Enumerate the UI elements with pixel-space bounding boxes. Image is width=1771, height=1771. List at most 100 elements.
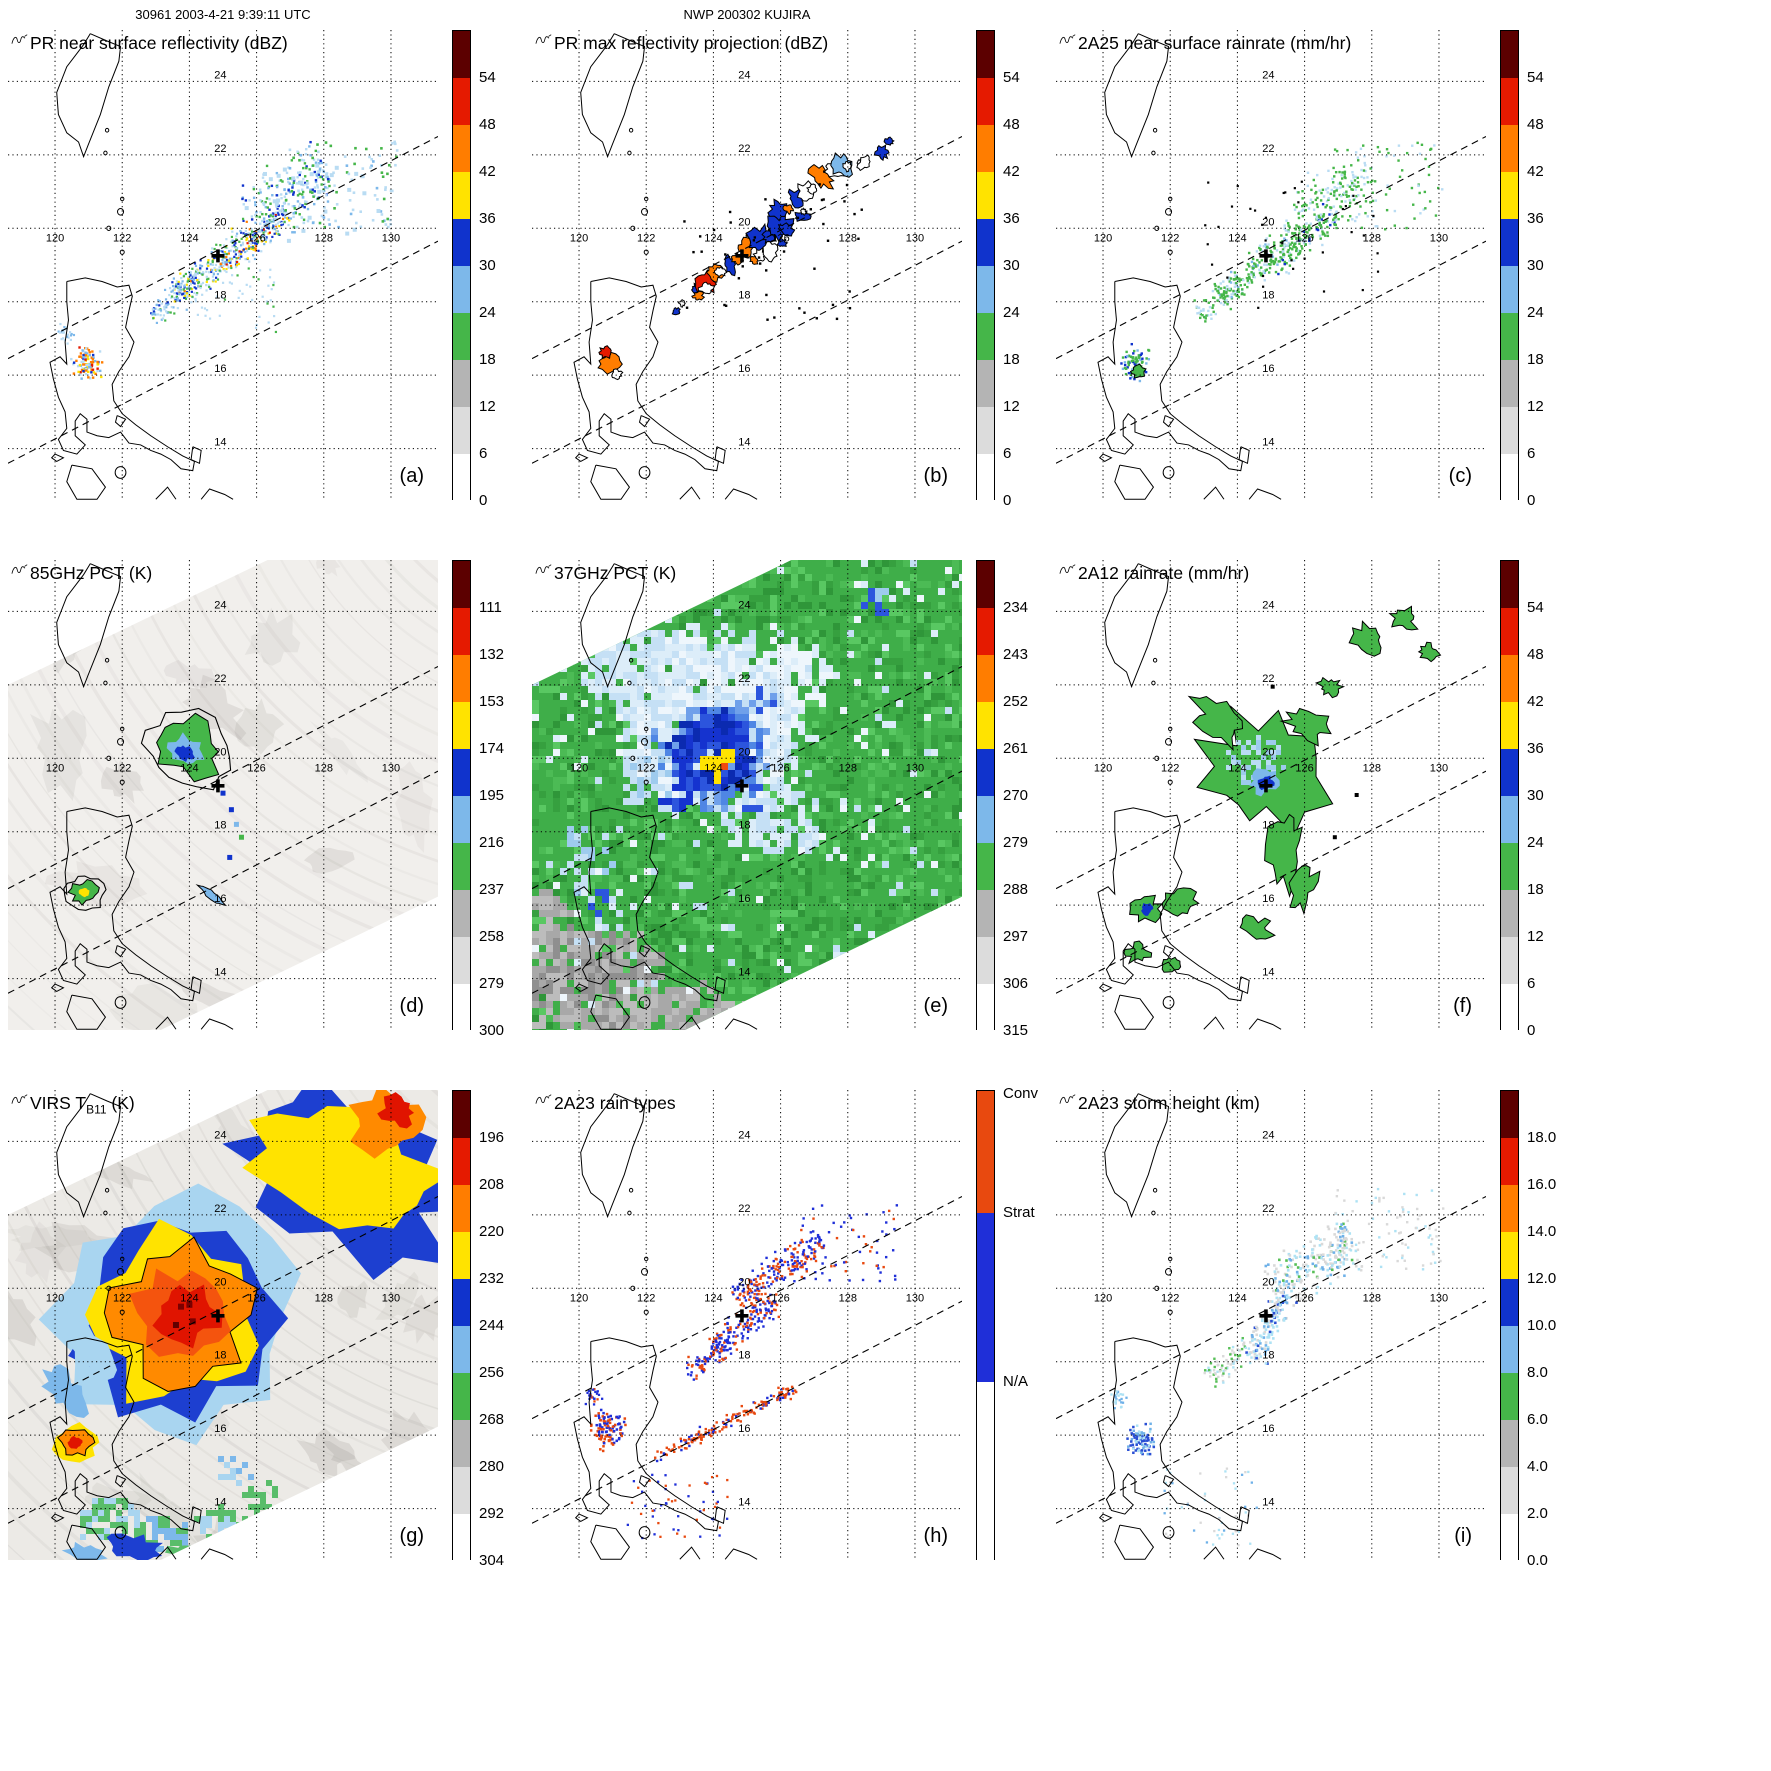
colorbar-segment (1501, 360, 1518, 407)
panel-letter: (f) (1453, 995, 1472, 1017)
colorbar-tick-label: 132 (479, 646, 505, 663)
colorbar-tick-label: 244 (479, 1317, 505, 1334)
colorbar-segment (453, 266, 470, 313)
colorbar-segment (1501, 1185, 1518, 1232)
colorbar-segment (453, 125, 470, 172)
map-area: PR near surface reflectivity (dBZ) (a) (8, 30, 438, 500)
colorbar-tick-label: 54 (1003, 69, 1020, 86)
map-canvas (1056, 560, 1486, 1030)
colorbar-segment-conv (977, 1091, 994, 1214)
colorbar-segment (453, 1185, 470, 1232)
colorbar-tick-label: 195 (479, 787, 505, 804)
colorbar-bar (976, 560, 995, 1031)
colorbar-segment (453, 749, 470, 796)
panel-corner-glyph (535, 563, 553, 578)
colorbar-segment (977, 172, 994, 219)
colorbar-segment (453, 655, 470, 702)
colorbar-tick-label: 300 (479, 1022, 505, 1039)
colorbar-segment (453, 454, 470, 501)
colorbar-tick-label: 279 (1003, 834, 1029, 851)
map-area: 2A25 near surface rainrate (mm/hr) (c) (1056, 30, 1486, 500)
colorbar-tick-label: 36 (479, 210, 496, 227)
colorbar-tick-label: 4.0 (1527, 1458, 1548, 1475)
colorbar-tick-label: 153 (479, 693, 505, 710)
colorbar-tick-label: 304 (479, 1552, 505, 1569)
colorbar-segment (977, 749, 994, 796)
colorbar-segment (1501, 407, 1518, 454)
colorbar-tick-label: 12.0 (1527, 1270, 1557, 1287)
panel-b: PR max reflectivity projection (dBZ) (b)… (532, 30, 1056, 510)
colorbar-tick-label: 0 (1527, 492, 1536, 509)
colorbar-segment (977, 561, 994, 608)
panel-letter: (e) (923, 995, 948, 1017)
colorbar: 18.0 16.0 14.0 12.0 10.0 8.0 6.0 4.0 2.0 0.0 (1500, 1090, 1580, 1568)
colorbar-tick-label: 6.0 (1527, 1411, 1548, 1428)
panel-letter: (h) (923, 1525, 948, 1547)
panel-title: PR max reflectivity projection (dBZ) (554, 33, 829, 53)
colorbar-segment (977, 454, 994, 501)
panel-letter: (d) (399, 995, 424, 1017)
colorbar-segment (1501, 561, 1518, 608)
colorbar-tick-label: 6 (479, 445, 488, 462)
map-area: PR max reflectivity projection (dBZ) (b) (532, 30, 962, 500)
colorbar-tick-label: 288 (1003, 881, 1029, 898)
panel-title: 2A25 near surface rainrate (mm/hr) (1078, 33, 1352, 53)
colorbar-tick-label: 306 (1003, 975, 1029, 992)
panel-letter: (c) (1448, 465, 1472, 487)
panel-letter: (a) (399, 465, 424, 487)
panel-corner-glyph (11, 1093, 29, 1108)
colorbar-tick-label: 258 (479, 928, 505, 945)
colorbar-segment (1501, 125, 1518, 172)
colorbar-segment (1501, 702, 1518, 749)
map-area: 2A23 storm height (km) (i) (1056, 1090, 1486, 1560)
colorbar-tick-label: 6 (1003, 445, 1012, 462)
panel-d: 85GHz PCT (K) (d) 111 132 153 174 195 216 237 2… (8, 560, 532, 1040)
colorbar-segment (453, 561, 470, 608)
colorbar-segment (977, 796, 994, 843)
colorbar-segment (977, 313, 994, 360)
colorbar-segment (1501, 655, 1518, 702)
colorbar-tick-label: 12 (1527, 928, 1544, 945)
panel-i: 2A23 storm height (km) (i) 18.0 16.0 14.0 1… (1056, 1090, 1580, 1570)
panel-corner-glyph (535, 1093, 553, 1108)
panel-title: PR near surface reflectivity (dBZ) (30, 33, 288, 53)
map-canvas (8, 560, 438, 1030)
colorbar-tick-label: 6 (1527, 975, 1536, 992)
map-area: 85GHz PCT (K) (d) (8, 560, 438, 1030)
colorbar-tick-label: 8.0 (1527, 1364, 1548, 1381)
colorbar-segment (977, 407, 994, 454)
colorbar-segment (453, 1279, 470, 1326)
colorbar-segment (1501, 1091, 1518, 1138)
map-area: 2A23 rain types (h) (532, 1090, 962, 1560)
colorbar-segment (453, 1373, 470, 1420)
colorbar-bar (452, 30, 471, 501)
panel-corner-glyph (1059, 33, 1077, 48)
colorbar-segment (1501, 1514, 1518, 1561)
map-area: 2A12 rainrate (mm/hr) (f) (1056, 560, 1486, 1030)
panel-corner-glyph (11, 563, 29, 578)
panel-letter: (g) (399, 1525, 424, 1547)
colorbar-segment-strat (977, 1213, 994, 1383)
colorbar-segment (1501, 1373, 1518, 1420)
panel-corner-glyph (1059, 563, 1077, 578)
colorbar-segment (977, 984, 994, 1031)
colorbar-tick-label: 0 (1527, 1022, 1536, 1039)
colorbar: 196 208 220 232 244 256 268 280 292 304 (452, 1090, 532, 1568)
colorbar-segment (1501, 1467, 1518, 1514)
map-canvas (532, 560, 962, 1030)
colorbar-tick-label: 30 (1527, 787, 1544, 804)
colorbar-category-label: Conv (1003, 1085, 1039, 1102)
colorbar-tick-label: 256 (479, 1364, 505, 1381)
colorbar-segment (453, 360, 470, 407)
map-canvas (1056, 1090, 1486, 1560)
colorbar-tick-label: 232 (479, 1270, 505, 1287)
colorbar-segment (453, 984, 470, 1031)
map-canvas (1056, 30, 1486, 500)
colorbar-segment (453, 31, 470, 78)
colorbar-tick-label: 48 (1003, 116, 1020, 133)
colorbar-segment (1501, 1232, 1518, 1279)
colorbar-tick-label: 0.0 (1527, 1552, 1548, 1569)
colorbar-tick-label: 174 (479, 740, 505, 757)
colorbar-segment (1501, 937, 1518, 984)
colorbar-tick-label: 261 (1003, 740, 1029, 757)
